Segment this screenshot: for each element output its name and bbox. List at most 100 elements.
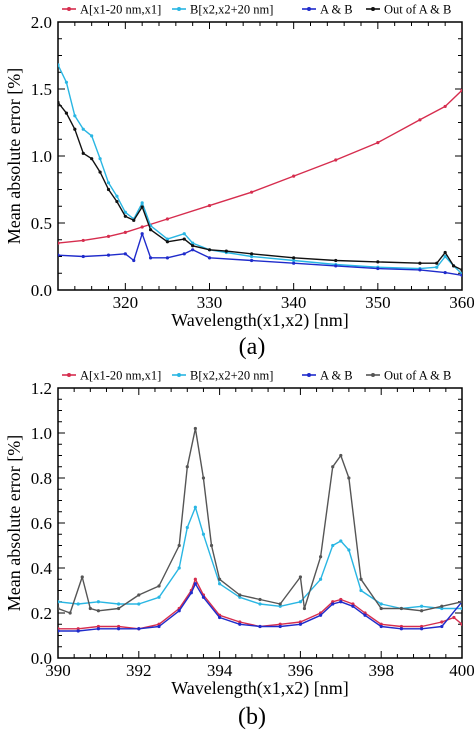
data-point — [339, 453, 343, 458]
data-point — [117, 606, 121, 611]
y-tick-label: 0.6 — [31, 514, 52, 533]
data-point — [218, 577, 222, 581]
data-point — [182, 232, 186, 236]
data-point — [460, 273, 462, 277]
series-1 — [58, 505, 462, 611]
data-point — [193, 505, 197, 509]
legend-marker — [177, 7, 181, 11]
data-point — [435, 261, 439, 265]
plot-frame — [57, 21, 463, 291]
data-point — [331, 543, 335, 548]
data-point — [440, 620, 444, 624]
legend-label: A[x1-20 nm,x1] — [80, 3, 161, 17]
data-point — [191, 248, 195, 252]
data-point — [207, 203, 212, 208]
data-point — [115, 199, 119, 204]
data-point — [157, 595, 161, 599]
data-point — [58, 600, 60, 604]
data-point — [298, 600, 302, 604]
data-point — [249, 190, 254, 194]
legend-label: A & B — [320, 369, 353, 383]
x-tick-label: 350 — [365, 293, 391, 312]
data-point — [117, 602, 121, 606]
panel-label: (a) — [239, 334, 266, 360]
data-point — [331, 600, 335, 604]
data-point — [334, 158, 338, 162]
data-point — [278, 602, 282, 606]
data-point — [165, 237, 170, 241]
series-line — [58, 506, 462, 610]
data-point — [76, 627, 80, 631]
data-point — [117, 624, 121, 629]
data-point — [209, 543, 214, 548]
data-point — [218, 582, 222, 586]
data-point — [115, 194, 119, 198]
y-tick-label: 2.0 — [31, 13, 52, 32]
series-line — [58, 427, 462, 614]
data-point — [132, 258, 136, 263]
y-axis-label: Mean absolute error [%] — [4, 68, 24, 244]
data-point — [443, 104, 447, 109]
series-3 — [58, 426, 462, 615]
data-point — [81, 238, 85, 243]
legend-marker — [67, 373, 71, 377]
data-point — [193, 582, 197, 586]
data-point — [452, 615, 456, 620]
data-point — [460, 600, 462, 604]
plot-frame — [57, 387, 463, 659]
data-point — [435, 265, 439, 269]
data-point — [339, 539, 343, 543]
data-point — [185, 525, 189, 530]
data-point — [440, 606, 444, 611]
data-point — [88, 606, 92, 611]
data-point — [418, 261, 422, 265]
data-point — [140, 201, 144, 205]
data-point — [182, 237, 186, 241]
series-0 — [58, 88, 462, 245]
data-point — [292, 261, 296, 265]
legend-marker — [307, 373, 311, 377]
data-point — [278, 622, 282, 626]
data-point — [258, 624, 262, 629]
data-point — [319, 555, 323, 559]
data-point — [249, 254, 254, 259]
data-point — [347, 548, 351, 552]
data-point — [81, 127, 85, 131]
data-point — [379, 624, 383, 629]
data-point — [140, 205, 144, 209]
data-point — [137, 593, 141, 597]
chart-panel-a: 320 330 340 350 360 0.0 0.5 1.0 1.5 2.0 Wavelength… — [4, 3, 474, 361]
data-point — [460, 606, 462, 611]
legend: A[x1-20 nm,x1] B[x2,x2+20 nm] A & B Out of … — [62, 3, 451, 17]
data-point — [81, 151, 85, 155]
data-point — [58, 253, 60, 257]
data-point — [96, 627, 100, 631]
data-point — [193, 577, 197, 581]
data-point — [90, 157, 94, 161]
x-tick-label: 390 — [45, 661, 71, 680]
data-point — [58, 63, 60, 67]
series-line — [58, 101, 462, 271]
data-point — [278, 604, 282, 608]
data-point — [148, 228, 153, 232]
y-tick-label: 0.0 — [31, 649, 52, 668]
data-point — [191, 244, 195, 248]
data-point — [177, 609, 181, 613]
data-point — [339, 600, 343, 604]
data-point — [443, 250, 447, 255]
data-point — [96, 609, 100, 613]
data-point — [140, 232, 144, 236]
data-point — [451, 264, 456, 268]
data-point — [165, 256, 170, 260]
y-tick-label: 1.2 — [31, 379, 52, 398]
data-point — [132, 218, 136, 222]
data-point — [258, 602, 262, 606]
data-point — [359, 577, 363, 581]
data-point — [443, 254, 447, 259]
data-point — [73, 127, 77, 131]
data-point — [90, 134, 94, 138]
x-tick-label: 392 — [126, 661, 152, 680]
data-point — [98, 170, 102, 174]
data-point — [201, 595, 206, 599]
data-point — [157, 584, 161, 588]
